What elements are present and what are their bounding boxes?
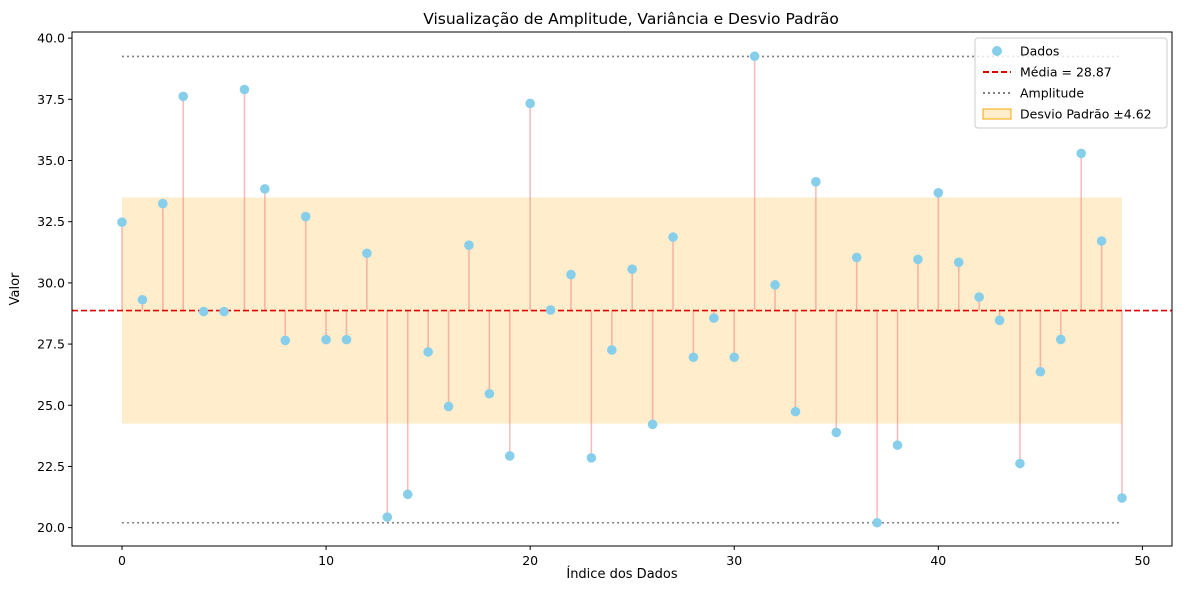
data-point [280,335,291,346]
legend-dados-label: Dados [1020,44,1059,59]
y-tick-label: 32.5 [37,214,65,229]
data-point [484,388,495,399]
data-point [1096,236,1107,246]
data-point [1035,366,1046,377]
legend-std-marker [982,108,1012,120]
data-point [239,84,250,95]
x-axis-label: Índice dos Dados [566,566,678,582]
data-point [668,232,678,242]
data-point [729,352,740,363]
data-point [709,313,719,323]
data-point [321,334,331,345]
data-point [1015,458,1025,469]
y-tick-label: 40.0 [37,31,65,46]
data-point [1055,334,1066,345]
data-point [219,306,229,317]
data-point [586,453,597,463]
x-tick-label: 10 [318,553,334,568]
data-point [178,91,189,102]
y-tick-label: 27.5 [37,337,65,352]
data-point [994,315,1005,326]
y-tick-label: 22.5 [37,459,65,474]
chart-title: Visualização de Amplitude, Variância e D… [423,10,839,28]
y-tick-label: 37.5 [37,92,65,107]
y-tick-label: 30.0 [37,275,65,290]
axes-frame [71,31,1173,547]
data-point [892,440,903,450]
legend-box [974,37,1168,129]
data-point [790,406,801,417]
data-point [913,254,923,265]
data-point [443,401,454,412]
data-point [1076,148,1086,159]
x-tick-label: 50 [1134,553,1150,568]
legend: Dados Média = 28.87 Amplitude Desvio Pad… [974,37,1168,129]
data-point [504,451,515,461]
x-tick-label: 30 [726,553,742,568]
axis-ticks: 0 10 20 30 40 50 20.0 22.5 25.0 27.5 30.0 32.5 35.0 3… [37,31,1150,568]
data-point [402,489,413,500]
data-point [1117,493,1127,503]
data-point [545,305,556,315]
legend-media-label: Média = 28.87 [1020,65,1112,80]
data-point [362,248,372,259]
data-point [566,269,576,280]
data-point [606,345,617,355]
data-point [260,184,270,194]
data-point [137,294,148,305]
y-tick-label: 20.0 [37,520,65,535]
data-point [198,306,209,317]
data-point [974,292,984,302]
data-point [158,198,168,209]
data-point [525,98,535,109]
legend-std-label: Desvio Padrão ±4.62 [1020,107,1152,122]
y-tick-label: 35.0 [37,153,65,168]
x-tick-label: 0 [118,553,126,568]
data-point [341,334,352,345]
data-point [933,188,944,198]
y-tick-label: 25.0 [37,398,65,413]
data-point [627,264,638,274]
data-point [117,217,127,227]
data-point [464,240,474,250]
data-point [811,176,821,187]
data-point [423,347,433,357]
data-point [872,517,882,528]
data-point [831,427,842,438]
data-point [382,512,393,522]
data-point [688,352,699,363]
data-point [749,51,760,62]
data-point [851,252,862,263]
data-point [953,257,964,268]
data-point [770,280,780,290]
legend-amplitude-label: Amplitude [1020,86,1084,101]
y-axis-label: Valor [8,272,23,305]
legend-dados-marker [992,46,1002,56]
x-tick-label: 40 [930,553,946,568]
data-point [300,211,311,222]
plot-area [72,51,1172,528]
x-tick-label: 20 [522,553,538,568]
data-point [647,419,658,430]
